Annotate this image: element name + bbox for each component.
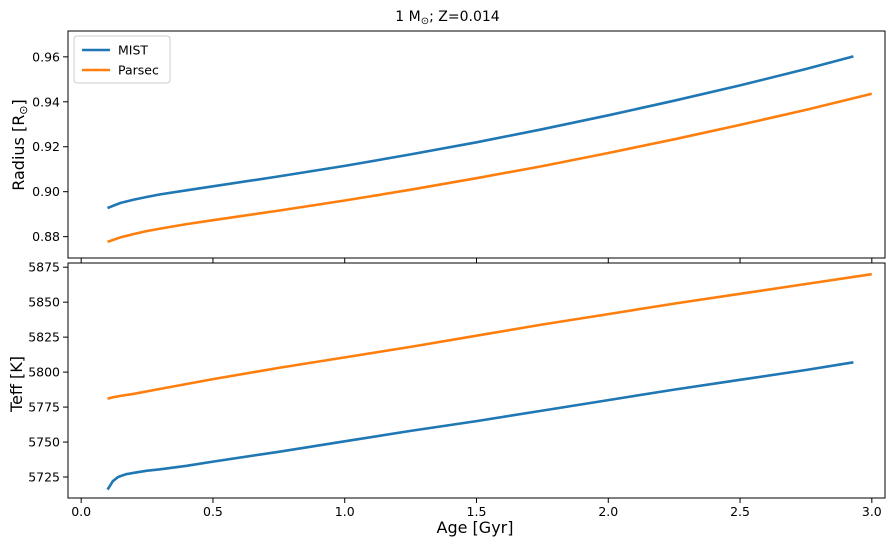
y-tick-label: 0.96 — [32, 49, 60, 64]
series-line-parsec-panel-bottom — [107, 272, 872, 400]
x-tick-label: 0.5 — [203, 504, 223, 519]
radius-ylabel-main: Radius [R — [9, 115, 28, 191]
y-tick-label: 5800 — [28, 365, 60, 380]
axes-frame — [67, 262, 886, 499]
y-tick-label: 0.92 — [32, 139, 60, 154]
figure-title-rest: ; Z=0.014 — [429, 9, 500, 25]
teff-ylabel: Teff [K] — [7, 356, 26, 413]
series-line-parsec-panel-top — [107, 92, 873, 244]
x-tick-label: 0.0 — [71, 504, 91, 519]
legend-label-mist: MIST — [118, 43, 148, 58]
y-tick-label: 5825 — [28, 330, 60, 345]
x-tick-label: 2.5 — [730, 504, 750, 519]
x-tick-label: 3.0 — [862, 504, 882, 519]
y-tick-label: 0.88 — [32, 229, 60, 244]
y-tick-label: 5775 — [28, 400, 60, 415]
y-tick-label: 5875 — [28, 260, 60, 275]
radius-ylabel-sub: ⊙ — [17, 105, 30, 114]
radius-ylabel: Radius [R⊙] — [9, 99, 30, 191]
radius-ylabel-close: ] — [9, 99, 28, 105]
x-tick-label: 2.0 — [598, 504, 618, 519]
x-tick-label: 1.0 — [335, 504, 355, 519]
series-line-mist-panel-bottom — [106, 361, 854, 491]
teff-panel: Teff [K] Age [Gyr] 5725 5750 5775 5800 5825 5… — [7, 260, 886, 537]
legend-label-parsec: Parsec — [118, 63, 159, 78]
figure-title-sub: ⊙ — [421, 16, 429, 27]
y-tick-label: 5750 — [28, 435, 60, 450]
y-tick-label: 5850 — [28, 295, 60, 310]
radius-panel: Radius [R⊙] 0.88 0.90 0.92 0.94 0.96 MIST Pars… — [9, 30, 886, 263]
y-tick-label: 5725 — [28, 470, 60, 485]
series-line-mist-panel-top — [107, 55, 854, 210]
x-tick-label: 1.5 — [467, 504, 487, 519]
figure-title: 1 M⊙; Z=0.014 — [395, 9, 499, 27]
legend: MIST Parsec — [73, 35, 171, 84]
age-xlabel: Age [Gyr] — [437, 518, 514, 537]
y-tick-label: 0.90 — [32, 184, 60, 199]
figure-title-main: 1 M — [395, 9, 420, 25]
y-tick-label: 0.94 — [32, 94, 60, 109]
